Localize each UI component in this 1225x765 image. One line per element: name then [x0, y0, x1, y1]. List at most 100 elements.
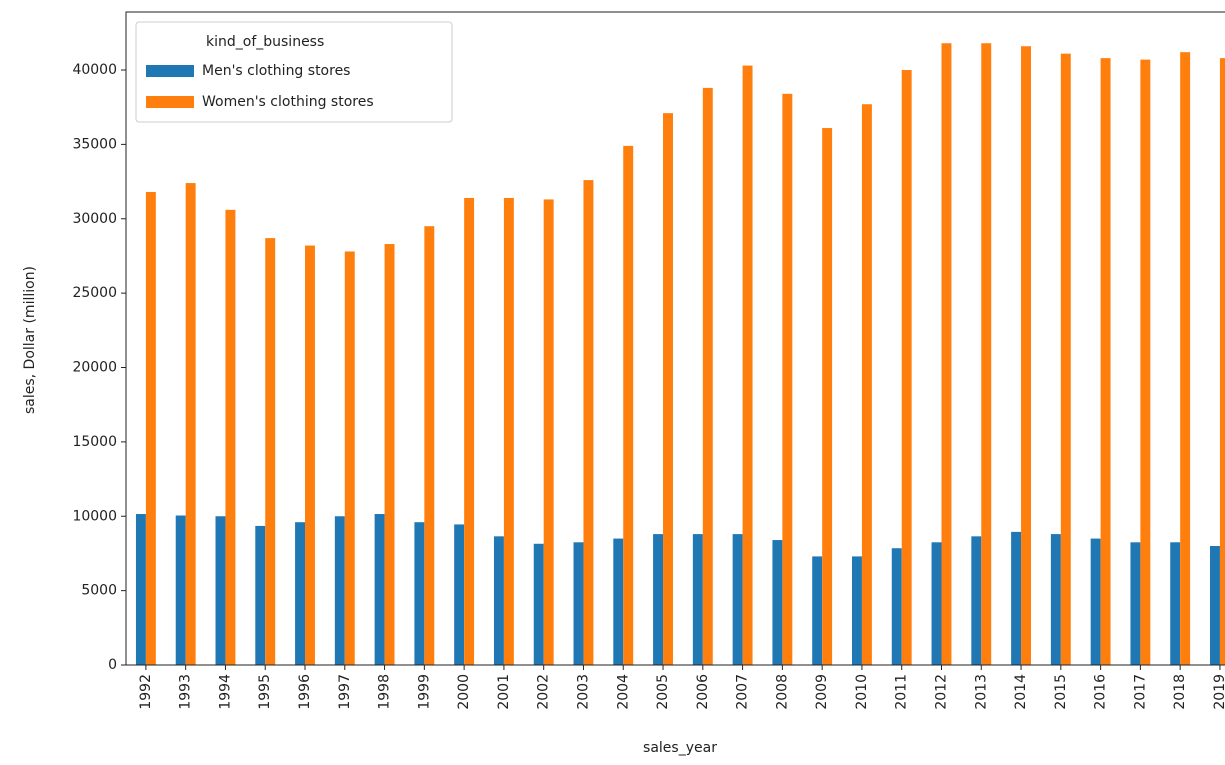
x-tick-label: 1999	[416, 674, 432, 710]
y-tick-label: 40000	[72, 62, 117, 78]
legend-title: kind_of_business	[206, 34, 324, 50]
bar	[742, 65, 753, 666]
legend-label: Women's clothing stores	[202, 94, 374, 110]
x-tick-label: 1996	[297, 674, 313, 710]
legend: kind_of_business Men's clothing stores Wom…	[135, 21, 453, 123]
x-tick-label: 1992	[138, 674, 154, 710]
y-axis-label: sales, Dollar (million)	[22, 266, 38, 414]
bar	[175, 515, 186, 665]
x-tick-label: 2017	[1132, 674, 1148, 710]
x-tick-label: 2007	[735, 674, 751, 710]
y-tick-label: 20000	[72, 360, 117, 376]
x-tick-label: 2006	[695, 674, 711, 710]
bar	[1100, 58, 1111, 665]
x-tick-label: 2010	[854, 674, 870, 710]
bar	[265, 238, 276, 665]
bar	[344, 251, 355, 665]
x-tick-label: 2014	[1013, 674, 1029, 710]
x-tick-label: 2005	[655, 674, 671, 710]
x-tick-label: 1994	[217, 674, 233, 710]
bar	[334, 516, 345, 665]
bar	[851, 556, 862, 665]
bar	[931, 542, 942, 665]
bar	[533, 543, 544, 665]
bar	[623, 145, 634, 665]
bar	[215, 516, 226, 665]
y-tick-label: 5000	[81, 583, 117, 599]
x-tick-label: 2018	[1172, 674, 1188, 710]
legend-label: Men's clothing stores	[202, 63, 350, 79]
y-tick-label: 10000	[72, 508, 117, 524]
x-tick-label: 2015	[1053, 674, 1069, 710]
bar	[1140, 59, 1151, 665]
bar	[1210, 546, 1220, 665]
x-tick-label: 2000	[456, 674, 472, 710]
bar	[613, 538, 624, 665]
bar	[583, 180, 594, 665]
x-tick-label: 2011	[894, 674, 910, 710]
bar	[891, 548, 902, 665]
x-tick-label: 1993	[178, 674, 194, 710]
bar	[145, 191, 156, 665]
bar	[384, 244, 395, 665]
bar	[503, 197, 514, 665]
x-tick-label: 2016	[1093, 674, 1109, 710]
legend-swatch	[146, 96, 194, 108]
bar	[782, 93, 793, 666]
bar	[861, 104, 872, 665]
bar	[454, 524, 465, 665]
bar	[772, 540, 783, 665]
bar	[941, 43, 952, 666]
legend-box	[135, 21, 453, 123]
bar	[424, 226, 435, 665]
y-tick-label: 25000	[72, 285, 117, 301]
axes-frame	[125, 11, 1225, 666]
legend-swatch	[146, 65, 194, 77]
bar	[901, 70, 912, 665]
bar	[1060, 53, 1071, 665]
bar	[543, 199, 554, 665]
x-tick-label: 2009	[814, 674, 830, 710]
x-tick-label: 2004	[615, 674, 631, 710]
x-tick-label: 2002	[536, 674, 552, 710]
x-axis-label: sales_year	[643, 740, 717, 756]
bar	[1050, 534, 1061, 665]
bar	[692, 534, 703, 665]
bar	[305, 245, 315, 666]
bar	[1170, 542, 1181, 665]
x-tick-label: 2003	[575, 674, 591, 710]
bar	[981, 43, 992, 666]
y-tick-label: 0	[108, 657, 117, 673]
x-tick-label: 2008	[774, 674, 790, 710]
bar	[663, 113, 673, 665]
bar	[414, 522, 425, 665]
y-tick-label: 35000	[72, 136, 117, 152]
bar	[812, 556, 823, 665]
x-tick-label: 2013	[973, 674, 989, 710]
x-tick-label: 2012	[933, 674, 949, 710]
bar	[822, 128, 833, 666]
bar	[493, 536, 504, 665]
bar	[374, 514, 385, 665]
y-tick-label: 15000	[72, 434, 117, 450]
x-tick-label: 1998	[377, 674, 393, 710]
bar	[185, 183, 196, 666]
bar	[702, 87, 713, 666]
bar	[1090, 538, 1101, 665]
bar	[971, 536, 982, 665]
bar	[295, 522, 306, 665]
x-tick-label: 1997	[337, 674, 353, 710]
bar	[653, 534, 664, 665]
x-tick-label: 1995	[257, 674, 273, 710]
bar	[573, 542, 584, 665]
bar	[135, 514, 146, 665]
bar	[1011, 531, 1022, 665]
bar	[1021, 46, 1031, 665]
bar	[1180, 52, 1191, 665]
bar	[464, 197, 475, 665]
bar	[1130, 542, 1141, 665]
y-tick-label: 30000	[72, 211, 117, 227]
x-tick-label: 2001	[496, 674, 512, 710]
